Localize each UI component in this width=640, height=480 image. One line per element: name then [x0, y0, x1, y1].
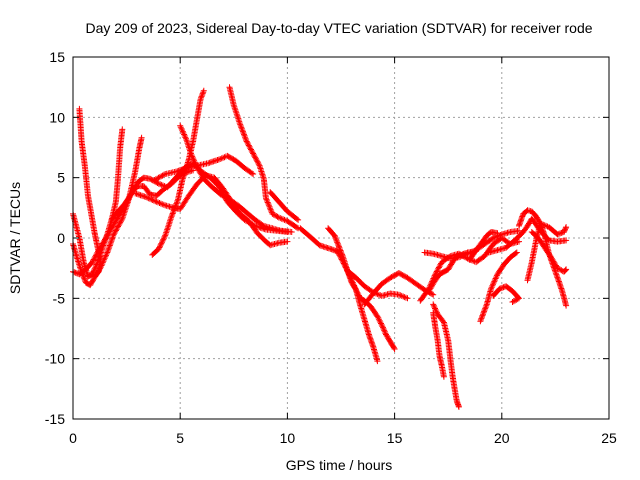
series-markers: [325, 225, 398, 352]
series-arc-19: [425, 248, 480, 295]
series-arc-20: [430, 301, 462, 410]
series-markers: [297, 225, 340, 255]
series-arc-12: [297, 225, 340, 255]
series-arc-26: [516, 207, 570, 309]
series-markers: [267, 189, 302, 223]
x-tick-label: 15: [387, 430, 403, 446]
series-markers: [528, 229, 570, 275]
series-arc-24: [490, 283, 522, 305]
x-tick-label: 25: [601, 430, 617, 446]
series-markers: [226, 84, 302, 232]
series-markers: [477, 249, 520, 325]
series-arc-15: [344, 267, 411, 302]
series-arc-10: [226, 84, 302, 232]
series-arc-14: [333, 247, 381, 365]
series-markers: [151, 152, 257, 184]
series-markers: [430, 301, 462, 410]
series-markers: [490, 283, 522, 305]
series-markers: [425, 248, 480, 295]
series-arc-21: [430, 309, 447, 380]
y-axis-label: SDTVAR / TECUs: [7, 182, 23, 294]
y-tick-label: 10: [49, 109, 65, 125]
y-tick-label: -15: [45, 411, 65, 427]
series-markers: [344, 267, 411, 302]
series-arc-28: [528, 229, 570, 275]
series-arc-23: [477, 249, 520, 325]
series-markers: [466, 229, 501, 263]
y-tick-label: -10: [45, 351, 65, 367]
series-markers: [516, 207, 570, 309]
y-tick-label: 5: [57, 170, 65, 186]
series-arc-16: [361, 270, 437, 308]
series-markers: [333, 247, 381, 365]
data-points: [70, 84, 570, 410]
series-arc-9: [177, 122, 295, 235]
x-axis-label: GPS time / hours: [286, 457, 393, 473]
x-tick-label: 10: [280, 430, 296, 446]
series-markers: [361, 270, 437, 308]
series-markers: [177, 122, 295, 235]
x-tick-label: 0: [69, 430, 77, 446]
x-tick-label: 5: [176, 430, 184, 446]
grid-lines: [73, 57, 609, 419]
axis-ticks: 0 5 10 15 20 25 -15 -10 -5 0 5 10 15: [45, 49, 617, 446]
y-tick-label: 0: [57, 230, 65, 246]
series-arc-8: [151, 152, 257, 184]
series-arc-11: [267, 189, 302, 223]
series-markers: [430, 309, 447, 380]
series-arc-13: [325, 225, 398, 352]
x-tick-label: 20: [494, 430, 510, 446]
y-tick-label: -5: [53, 290, 66, 306]
y-tick-label: 15: [49, 49, 65, 65]
series-arc-22: [466, 229, 501, 263]
chart-title: Day 209 of 2023, Sidereal Day-to-day VTE…: [85, 20, 592, 36]
